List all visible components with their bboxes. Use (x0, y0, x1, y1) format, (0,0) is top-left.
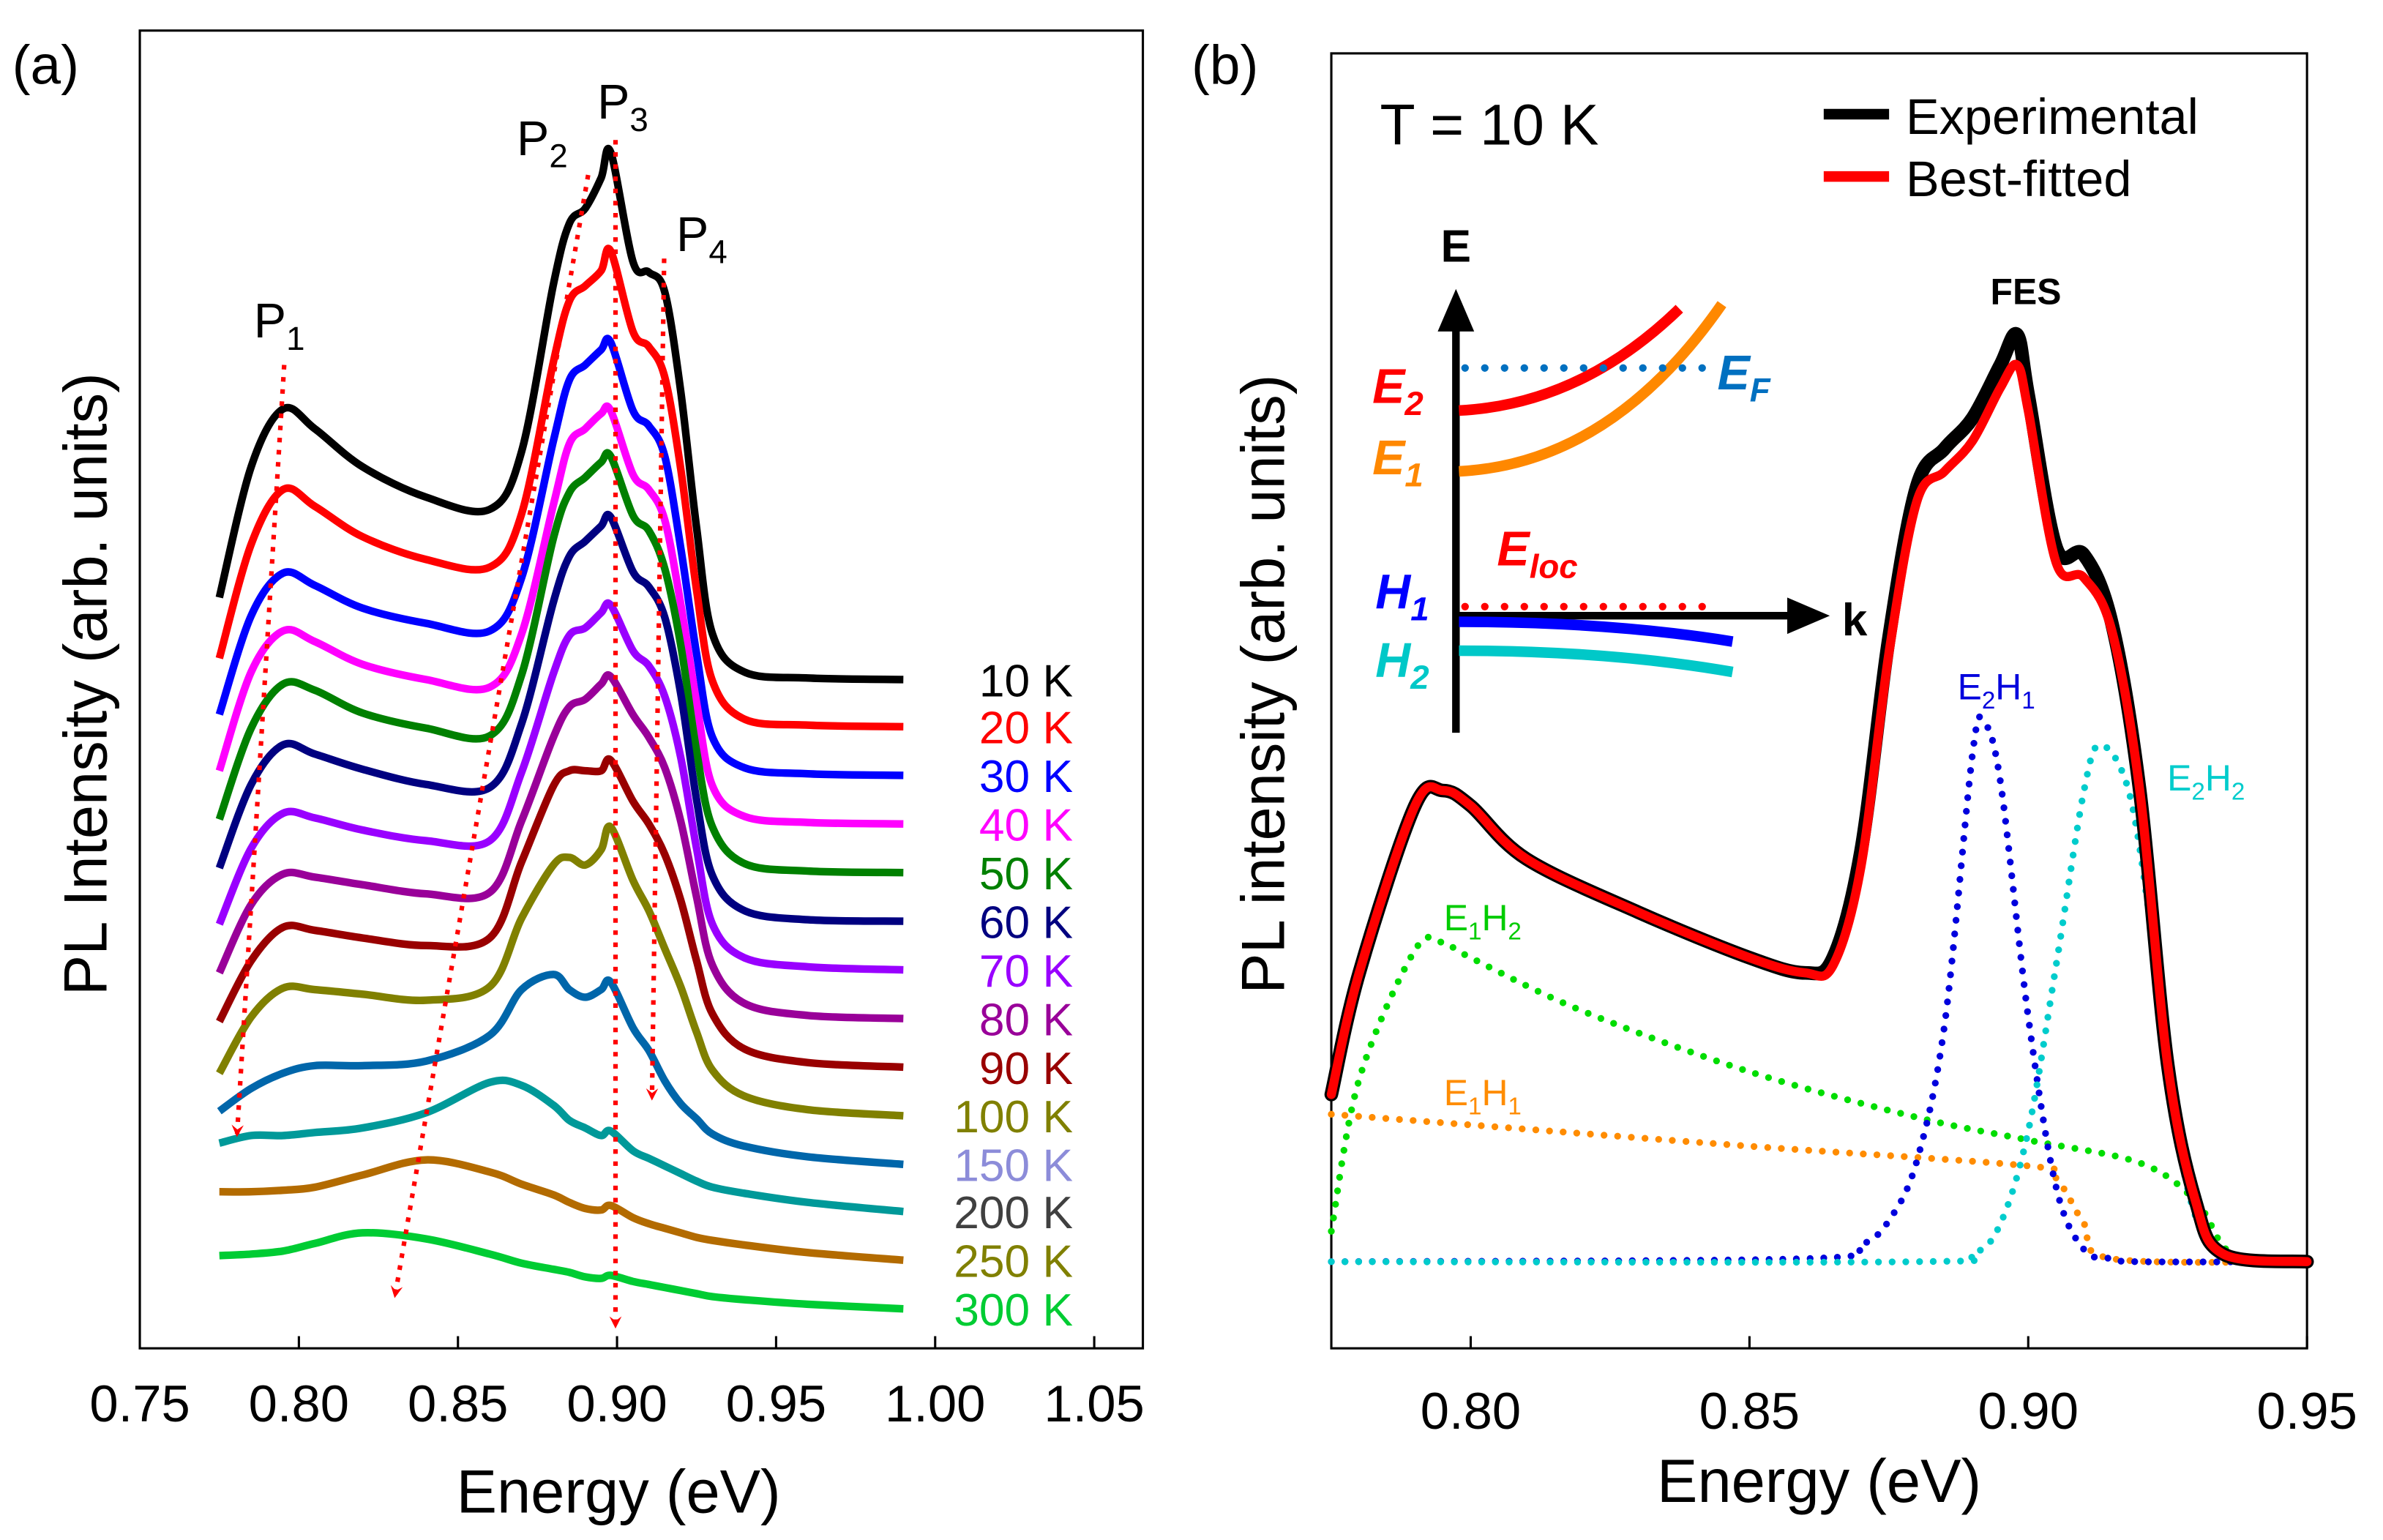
e1-band (1459, 301, 1727, 477)
fes-label: FES (1991, 272, 2062, 313)
x-tick-label: 0.85 (1699, 1382, 1800, 1440)
h1-band (1459, 616, 1734, 647)
spectrum-line-50k (215, 449, 904, 877)
x-tick-label: 0.90 (566, 1375, 667, 1432)
series-line-e1h1 (1328, 1110, 2311, 1266)
panel-a-label: (a) (12, 34, 79, 95)
panel-a-xlabel: Energy (eV) (457, 1457, 781, 1525)
temperature-label: 80 K (979, 995, 1073, 1045)
panel-b-ylabel: PL intensity (arb. units) (1230, 375, 1298, 994)
energy-axis-arrowhead-icon (1437, 288, 1475, 332)
panel-b-xlabel: Energy (eV) (1657, 1447, 1981, 1515)
component-labels: E2H1 E2H2 E1H2 E1H1 (1444, 666, 2245, 1120)
spectrum-line-30k (215, 334, 904, 780)
energy-axis-label: E (1441, 221, 1472, 272)
spectrum-line-250k (219, 1156, 904, 1264)
p4-label: P4 (676, 208, 727, 271)
panel-b-frame (1330, 52, 2308, 1350)
legend-best-fitted: Best-fitted (1906, 151, 2131, 207)
spectrum-line-60k (215, 510, 904, 925)
temperature-label: 300 K (954, 1285, 1073, 1336)
spectrum-line-100k (216, 822, 904, 1120)
x-tick-label: 0.75 (89, 1375, 190, 1432)
panel-a-temperature-labels: 10 K20 K30 K40 K50 K60 K70 K80 K90 K100 … (954, 656, 1073, 1336)
legend-experimental: Experimental (1906, 89, 2199, 145)
panel-a-frame (138, 29, 1145, 1350)
spectrum-line-200k (218, 1076, 904, 1216)
panel-a-x-ticks: 0.75 0.80 0.85 0.90 0.95 1.00 1.05 (89, 1336, 1145, 1432)
temperature-title: T = 10 K (1380, 93, 1598, 157)
series-line-best-fitted (1326, 359, 2312, 1266)
temperature-label: 200 K (954, 1188, 1073, 1238)
h2-band (1459, 645, 1734, 678)
band-diagram-inset: E k E2 E1 EF Eloc H1 H2 (1372, 221, 1868, 733)
k-axis-arrowhead-icon (1787, 597, 1830, 635)
series-line-e2h1 (1328, 713, 2311, 1266)
temperature-label: 250 K (954, 1237, 1073, 1287)
e2h2-label: E2H2 (2167, 758, 2245, 805)
e1-label: E1 (1372, 431, 1424, 494)
temperature-label: 90 K (979, 1044, 1073, 1094)
x-tick-label: 0.90 (1978, 1382, 2079, 1440)
x-tick-label: 0.95 (726, 1375, 826, 1432)
h1-label: H1 (1375, 565, 1429, 628)
temperature-label: 100 K (954, 1092, 1073, 1143)
temperature-label: 10 K (979, 656, 1073, 706)
e2-label: E2 (1372, 360, 1424, 423)
spectrum-line-20k (215, 244, 904, 731)
temperature-label: 20 K (979, 703, 1073, 754)
p2-label: P2 (517, 112, 568, 175)
x-tick-label: 0.80 (1421, 1382, 1521, 1440)
panel-b-series (1324, 326, 2314, 1269)
x-tick-label: 1.00 (885, 1375, 985, 1432)
spectrum-line-80k (215, 671, 904, 1023)
temperature-label: 50 K (979, 849, 1073, 900)
e2-band (1459, 304, 1683, 416)
k-axis-label: k (1842, 595, 1868, 646)
x-tick-label: 0.95 (2256, 1382, 2357, 1440)
h2-label: H2 (1375, 633, 1429, 696)
spectrum-line-40k (215, 402, 904, 828)
temperature-label: 40 K (979, 801, 1073, 851)
panel-b: (b) 0.80 0.85 0.90 0.95 Energy (eV) PL inte… (1192, 34, 2357, 1514)
panel-a-series (215, 145, 904, 1313)
panel-a: (a) 0.75 0.80 0.85 0.90 0.95 1.00 1.05 Energy … (12, 29, 1145, 1525)
temperature-label: 150 K (954, 1141, 1073, 1192)
temperature-label: 70 K (979, 946, 1073, 997)
temperature-label: 30 K (979, 752, 1073, 802)
spectrum-line-10k (215, 145, 904, 684)
panel-b-x-ticks: 0.80 0.85 0.90 0.95 (1421, 1336, 2357, 1440)
spectrum-line-300k (219, 1228, 904, 1313)
peak-labels: P1 P2 P3 P4 (254, 75, 727, 357)
legend: Experimental Best-fitted (1823, 89, 2199, 207)
ef-label: EF (1717, 346, 1770, 409)
x-tick-label: 1.05 (1044, 1375, 1144, 1432)
e1h2-label: E1H2 (1444, 897, 1522, 945)
x-tick-label: 0.85 (408, 1375, 508, 1432)
spectrum-line-90k (216, 755, 904, 1072)
panel-b-label: (b) (1192, 34, 1258, 95)
p1-label: P1 (254, 294, 305, 357)
e2h1-label: E2H1 (1958, 666, 2035, 714)
p3-label: P3 (597, 75, 648, 138)
panel-a-ylabel: PL Intensity (arb. units) (51, 373, 119, 995)
e1h1-label: E1H1 (1444, 1072, 1522, 1120)
temperature-label: 60 K (979, 897, 1073, 948)
spectrum-line-70k (215, 599, 904, 974)
spectrum-line-150k (217, 971, 904, 1169)
peak-arrows (231, 140, 667, 1329)
x-tick-label: 0.80 (249, 1375, 349, 1432)
eloc-label: Eloc (1497, 523, 1577, 586)
